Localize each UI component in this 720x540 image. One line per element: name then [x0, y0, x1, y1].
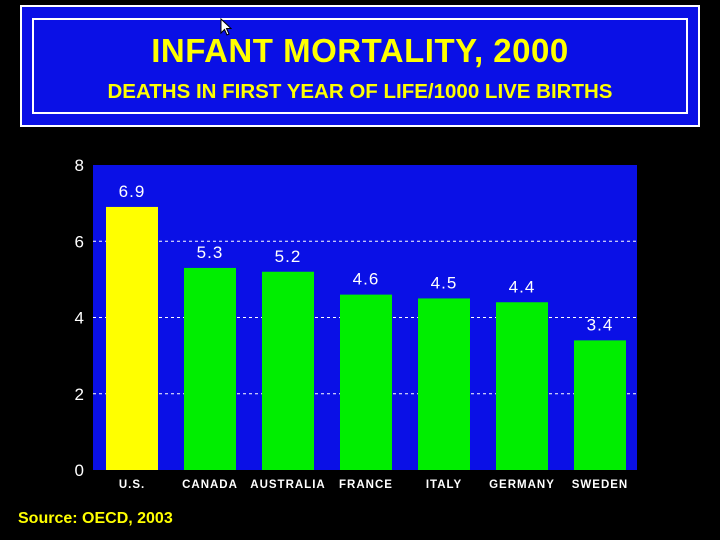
data-label: 4.5: [431, 273, 458, 292]
x-tick-label: ITALY: [426, 479, 462, 491]
x-tick-label: CANADA: [182, 479, 238, 491]
title-frame: INFANT MORTALITY, 2000 DEATHS IN FIRST Y…: [32, 18, 688, 114]
bar-sweden: [574, 340, 626, 470]
chart-title: INFANT MORTALITY, 2000: [151, 32, 569, 69]
x-tick-label: FRANCE: [339, 479, 393, 491]
source-note: Source: OECD, 2003: [18, 510, 173, 527]
data-label: 3.4: [587, 315, 614, 334]
x-tick-label: GERMANY: [489, 479, 555, 491]
x-tick-label: SWEDEN: [572, 479, 628, 491]
data-label: 5.3: [197, 243, 224, 262]
y-tick-label: 6: [75, 232, 84, 251]
y-tick-label: 4: [75, 309, 84, 328]
data-label: 4.6: [353, 270, 380, 289]
data-label: 6.9: [119, 182, 146, 201]
bar-italy: [418, 298, 470, 470]
y-tick-label: 0: [75, 461, 84, 480]
mouse-pointer-icon: [220, 18, 232, 36]
bar-canada: [184, 267, 236, 470]
bar-australia: [262, 271, 314, 470]
y-tick-label: 2: [75, 385, 84, 404]
bar-germany: [496, 302, 548, 470]
x-tick-label: U.S.: [119, 479, 145, 491]
bar-france: [340, 294, 392, 470]
x-tick-label: AUSTRALIA: [250, 479, 325, 491]
bar-us: [106, 206, 158, 470]
data-label: 5.2: [275, 247, 302, 266]
y-tick-label: 8: [75, 156, 84, 175]
data-label: 4.4: [509, 277, 536, 296]
chart-subtitle: DEATHS IN FIRST YEAR OF LIFE/1000 LIVE B…: [107, 80, 613, 103]
title-panel: INFANT MORTALITY, 2000 DEATHS IN FIRST Y…: [20, 5, 700, 127]
